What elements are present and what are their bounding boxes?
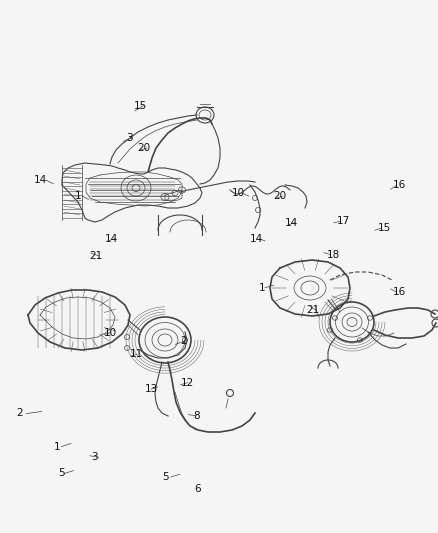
Text: 14: 14 (250, 234, 263, 244)
Text: 14: 14 (105, 234, 118, 244)
Text: 8: 8 (193, 411, 200, 421)
Text: 15: 15 (134, 101, 147, 110)
Text: 20: 20 (137, 143, 150, 153)
Text: 1: 1 (53, 442, 60, 451)
Text: 14: 14 (285, 218, 298, 228)
Text: 16: 16 (393, 181, 406, 190)
Text: 15: 15 (378, 223, 391, 233)
Text: 13: 13 (145, 384, 158, 394)
Text: 11: 11 (130, 350, 143, 359)
Text: 21: 21 (307, 305, 320, 315)
Text: 16: 16 (393, 287, 406, 297)
Text: 6: 6 (194, 484, 201, 494)
Text: 5: 5 (162, 472, 169, 482)
Text: 20: 20 (273, 191, 286, 201)
Text: 1: 1 (258, 283, 265, 293)
Text: 21: 21 (89, 251, 102, 261)
Text: 10: 10 (232, 188, 245, 198)
Text: 5: 5 (58, 469, 65, 478)
Text: 1: 1 (74, 191, 81, 201)
Text: 14: 14 (34, 175, 47, 185)
Text: 18: 18 (327, 250, 340, 260)
Text: 12: 12 (181, 378, 194, 387)
Text: 3: 3 (126, 133, 133, 142)
Text: 2: 2 (16, 408, 23, 418)
Text: 17: 17 (337, 216, 350, 226)
Text: 10: 10 (104, 328, 117, 337)
Text: 2: 2 (180, 336, 187, 346)
Text: 3: 3 (91, 453, 98, 462)
